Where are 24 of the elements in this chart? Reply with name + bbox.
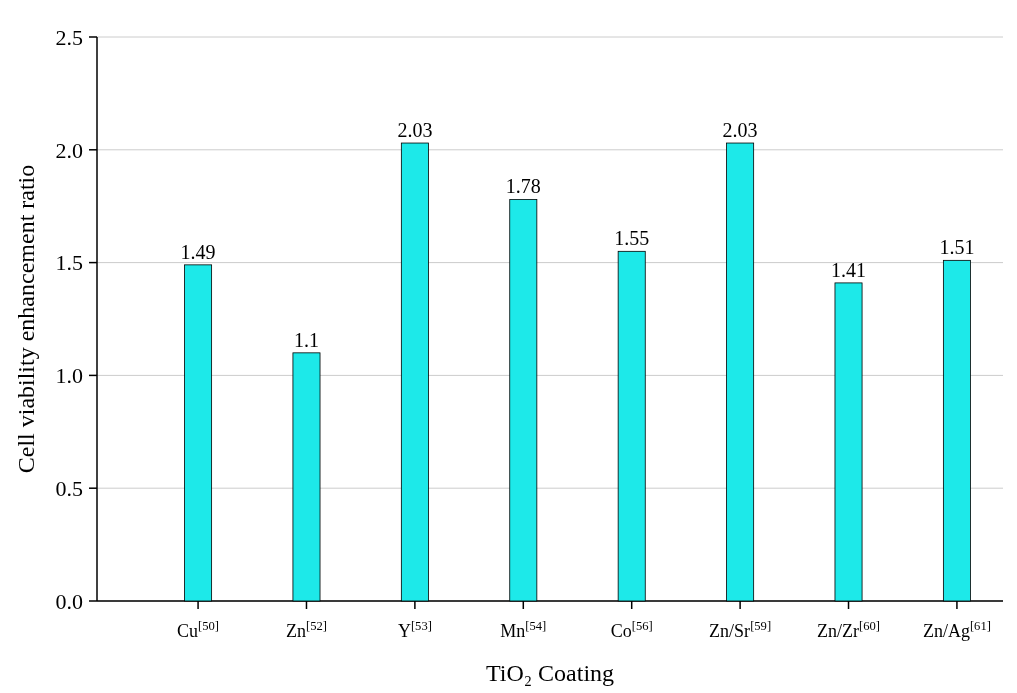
data-label: 1.51 xyxy=(939,236,975,259)
data-label: 1.49 xyxy=(180,240,216,263)
y-axis-title: Cell viability enhancement ratio xyxy=(13,164,39,474)
x-tick-label: Mn$^{[54]}$ xyxy=(500,619,547,641)
x-axis-title: TiO₂ Coating xyxy=(485,660,615,686)
y-tick-label: 2.5 xyxy=(55,24,83,50)
data-label: 1.55 xyxy=(614,227,650,250)
x-tick-label: Zn$^{[52]}$ xyxy=(285,619,327,641)
y-tick-label: 0.5 xyxy=(55,475,83,501)
x-tick-label: Y$^{[53]}$ xyxy=(397,619,432,641)
y-tick-label: 0.0 xyxy=(55,588,83,614)
y-tick-label: 1.5 xyxy=(55,250,83,276)
data-label: 1.41 xyxy=(831,258,867,281)
x-tick-label: Zn/Sr$^{[59]}$ xyxy=(709,619,772,641)
data-label: 2.03 xyxy=(397,119,433,142)
data-label: 1.78 xyxy=(505,175,541,198)
x-tick-label: Zn/Zr$^{[60]}$ xyxy=(817,619,881,641)
y-tick-label: 1.0 xyxy=(55,363,83,389)
data-label: 1.1 xyxy=(293,328,319,351)
x-tick-label: Zn/Ag$^{[61]}$ xyxy=(922,619,991,641)
data-label: 2.03 xyxy=(722,119,758,142)
y-tick-label: 2.0 xyxy=(55,137,83,163)
x-tick-label: Cu$^{[50]}$ xyxy=(177,619,220,641)
x-tick-label: Co$^{[56]}$ xyxy=(610,619,653,641)
